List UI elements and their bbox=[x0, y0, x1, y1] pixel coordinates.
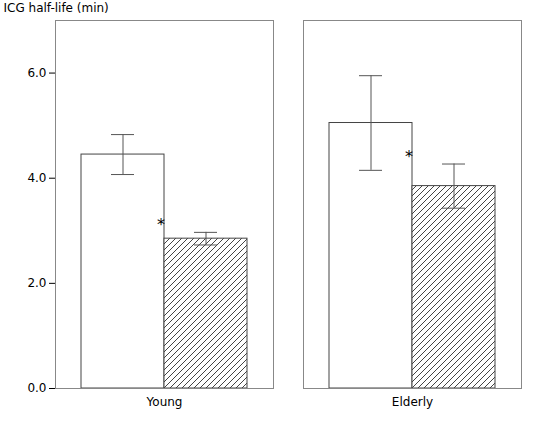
svg-text:2.0: 2.0 bbox=[27, 276, 46, 290]
svg-text:ICG half-life (min): ICG half-life (min) bbox=[4, 1, 109, 15]
svg-text:*: * bbox=[405, 147, 413, 166]
svg-text:0.0: 0.0 bbox=[27, 381, 46, 395]
svg-text:Young: Young bbox=[146, 395, 183, 409]
svg-text:*: * bbox=[157, 215, 165, 234]
svg-text:4.0: 4.0 bbox=[27, 171, 46, 185]
svg-text:6.0: 6.0 bbox=[27, 66, 46, 80]
svg-text:Elderly: Elderly bbox=[392, 395, 433, 409]
